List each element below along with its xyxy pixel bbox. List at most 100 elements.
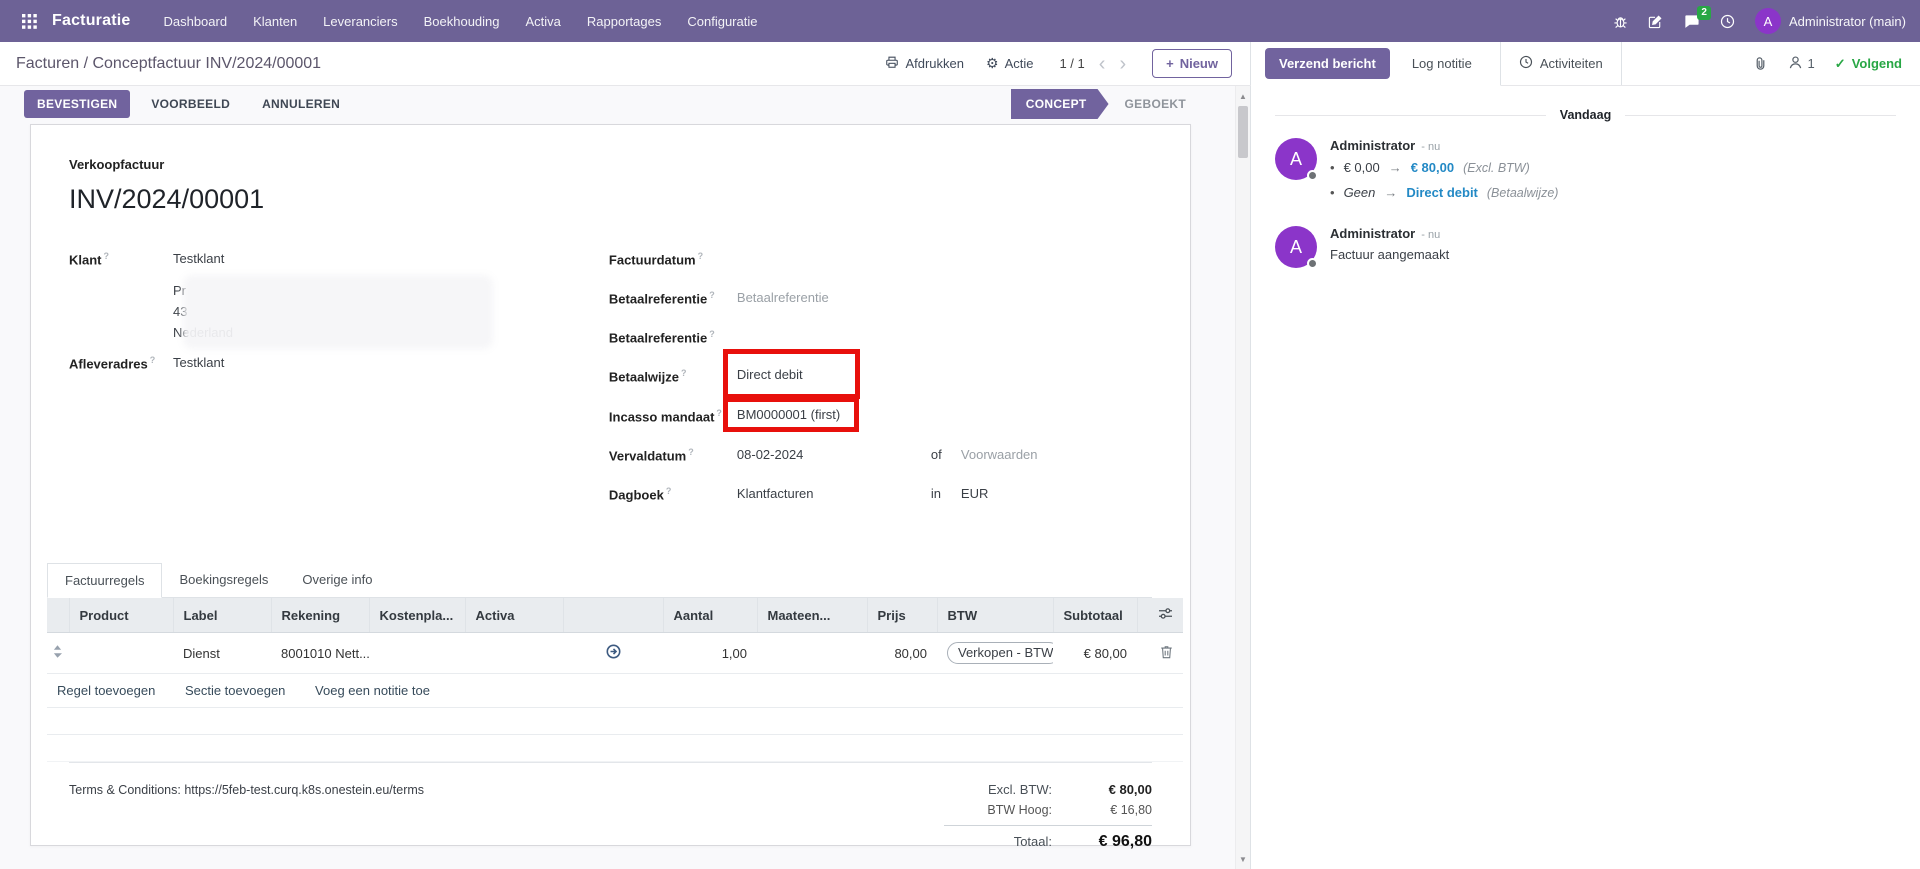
incasso-mandaat-highlight-box: BM0000001 (first) [722, 397, 860, 432]
state-posted-label[interactable]: GEBOEKT [1124, 97, 1186, 111]
document-type-label: Verkoopfactuur [69, 157, 165, 172]
message-author[interactable]: Administrator [1330, 138, 1416, 153]
breadcrumb[interactable]: Facturen / Conceptfactuur INV/2024/00001 [16, 54, 322, 72]
scroll-up-icon[interactable]: ▲ [1239, 91, 1247, 101]
cell-btw[interactable]: Verkopen - BTW [937, 632, 1053, 674]
pager-count: 1 / 1 [1059, 56, 1085, 71]
plus-icon: + [1166, 56, 1174, 71]
new-button[interactable]: + Nieuw [1152, 49, 1232, 78]
pager-next-icon[interactable]: › [1119, 52, 1127, 75]
cell-maateenheid[interactable] [757, 632, 867, 674]
notebook-tabs: Factuurregels Boekingsregels Overige inf… [47, 563, 1152, 598]
message-avatar[interactable]: A [1275, 138, 1318, 181]
cell-product[interactable] [69, 632, 173, 674]
incasso-mandaat-field[interactable]: BM0000001 (first) [736, 407, 841, 422]
cell-aantal[interactable]: 1,00 [663, 632, 757, 674]
totaal-label: Totaal: [1013, 834, 1052, 849]
bullet-icon: • [1330, 160, 1335, 175]
of-label: of [930, 447, 942, 462]
message-author[interactable]: Administrator [1330, 226, 1416, 241]
message-avatar[interactable]: A [1275, 226, 1318, 269]
btw-tag[interactable]: Verkopen - BTW [947, 642, 1053, 664]
vervaldatum-field[interactable]: 08-02-2024 [736, 447, 804, 462]
log-note-button[interactable]: Log notitie [1398, 48, 1486, 79]
vertical-scrollbar[interactable]: ▲ ▼ [1235, 86, 1250, 869]
afleveradres-field[interactable]: Testklant [173, 355, 225, 370]
gear-icon: ⚙ [986, 55, 999, 71]
tab-factuurregels[interactable]: Factuurregels [47, 563, 163, 598]
preview-button[interactable]: VOORBEELD [140, 90, 241, 118]
send-message-button[interactable]: Verzend bericht [1265, 48, 1390, 79]
cell-label[interactable]: Dienst [173, 632, 271, 674]
internal-link-arrow-icon[interactable] [563, 632, 663, 674]
klant-field[interactable]: Testklant [173, 251, 225, 266]
app-brand[interactable]: Facturatie [52, 12, 131, 29]
table-header-row: Product Label Rekening Kostenpla... Acti… [47, 598, 1183, 633]
add-section-link[interactable]: Sectie toevoegen [184, 683, 286, 698]
followers-button[interactable]: 1 [1788, 55, 1815, 73]
cell-prijs[interactable]: 80,00 [867, 632, 937, 674]
nav-menu-dashboard[interactable]: Dashboard [163, 13, 228, 29]
tracking-change: • Geen → Direct debit (Betaalwijze) [1330, 185, 1559, 200]
betalingsvoorwaarden-field[interactable]: Voorwaarden [960, 447, 1038, 462]
action-menu-button[interactable]: ⚙ Actie [986, 55, 1034, 71]
btw-hoog-label: BTW Hoog: [987, 803, 1052, 817]
check-icon: ✓ [1834, 55, 1846, 71]
cell-subtotaal: € 80,00 [1053, 632, 1137, 674]
scroll-down-icon[interactable]: ▼ [1239, 854, 1247, 864]
col-header-kostenplaats[interactable]: Kostenpla... [369, 598, 466, 633]
betaalwijze-field[interactable]: Direct debit [736, 367, 803, 382]
print-button[interactable]: Afdrukken [885, 55, 964, 72]
col-header-subtotaal[interactable]: Subtotaal [1053, 598, 1138, 633]
col-header-prijs[interactable]: Prijs [867, 598, 938, 633]
col-header-btw[interactable]: BTW [937, 598, 1054, 633]
message-time: - nu [1421, 229, 1441, 241]
col-header-maateenheid[interactable]: Maateen... [757, 598, 868, 633]
user-menu[interactable]: A Administrator (main) [1754, 8, 1906, 34]
confirm-button[interactable]: BEVESTIGEN [24, 90, 131, 118]
attachment-paperclip-icon[interactable] [1753, 56, 1768, 71]
drag-handle-icon[interactable] [47, 632, 69, 674]
help-icon: ? [103, 251, 110, 261]
add-note-link[interactable]: Voeg een notitie toe [315, 683, 430, 698]
following-button[interactable]: ✓ Volgend [1834, 55, 1902, 72]
delete-line-trash-icon[interactable] [1137, 632, 1183, 674]
betaalreferentie-field[interactable]: Betaalreferentie [736, 290, 829, 305]
apps-grid-icon[interactable] [14, 6, 44, 36]
col-header-activa[interactable]: Activa [465, 598, 564, 633]
redaction-blur [188, 280, 488, 344]
nav-menu-configuratie[interactable]: Configuratie [687, 13, 758, 29]
debug-bug-icon[interactable] [1613, 14, 1628, 29]
dagboek-field[interactable]: Klantfacturen [736, 486, 814, 501]
messages-chat-icon[interactable]: 2 [1683, 5, 1711, 30]
col-header-rekening[interactable]: Rekening [271, 598, 370, 633]
state-draft-badge[interactable]: CONCEPT [1011, 89, 1109, 119]
nav-menu-klanten[interactable]: Klanten [253, 13, 298, 29]
schedule-activity-button[interactable]: Activiteiten [1501, 42, 1622, 85]
nav-menu-boekhouding[interactable]: Boekhouding [423, 13, 500, 29]
col-header-aantal[interactable]: Aantal [663, 598, 758, 633]
nav-menu-leveranciers[interactable]: Leveranciers [323, 13, 398, 29]
currency-field[interactable]: EUR [960, 486, 989, 501]
cell-activa[interactable] [465, 632, 563, 674]
optional-columns-icon[interactable] [1137, 598, 1183, 633]
activities-clock-icon[interactable] [1720, 14, 1735, 29]
cell-rekening[interactable]: 8001010 Nett... [271, 632, 369, 674]
pager-previous-icon[interactable]: ‹ [1098, 52, 1106, 75]
col-header-label[interactable]: Label [173, 598, 272, 633]
nav-menu-activa[interactable]: Activa [525, 13, 561, 29]
tab-boekingsregels[interactable]: Boekingsregels [179, 572, 269, 587]
status-dot [1307, 258, 1318, 269]
scrollbar-thumb[interactable] [1238, 106, 1248, 158]
control-panel-row: Facturen / Conceptfactuur INV/2024/00001… [0, 42, 1920, 86]
totaal-value: € 96,80 [1098, 833, 1152, 850]
tab-overige-info[interactable]: Overige info [302, 572, 373, 587]
edit-pencil-icon[interactable] [1648, 14, 1663, 29]
add-line-link[interactable]: Regel toevoegen [57, 683, 156, 698]
invoice-line-row[interactable]: Dienst 8001010 Nett... 1,00 80,00 [47, 632, 1183, 674]
table-add-links-row: Regel toevoegen Sectie toevoegen Voeg ee… [47, 673, 1183, 708]
cell-kostenplaats[interactable] [369, 632, 465, 674]
nav-menu-rapportages[interactable]: Rapportages [586, 13, 662, 29]
col-header-product[interactable]: Product [69, 598, 174, 633]
cancel-button[interactable]: ANNULEREN [251, 90, 351, 118]
